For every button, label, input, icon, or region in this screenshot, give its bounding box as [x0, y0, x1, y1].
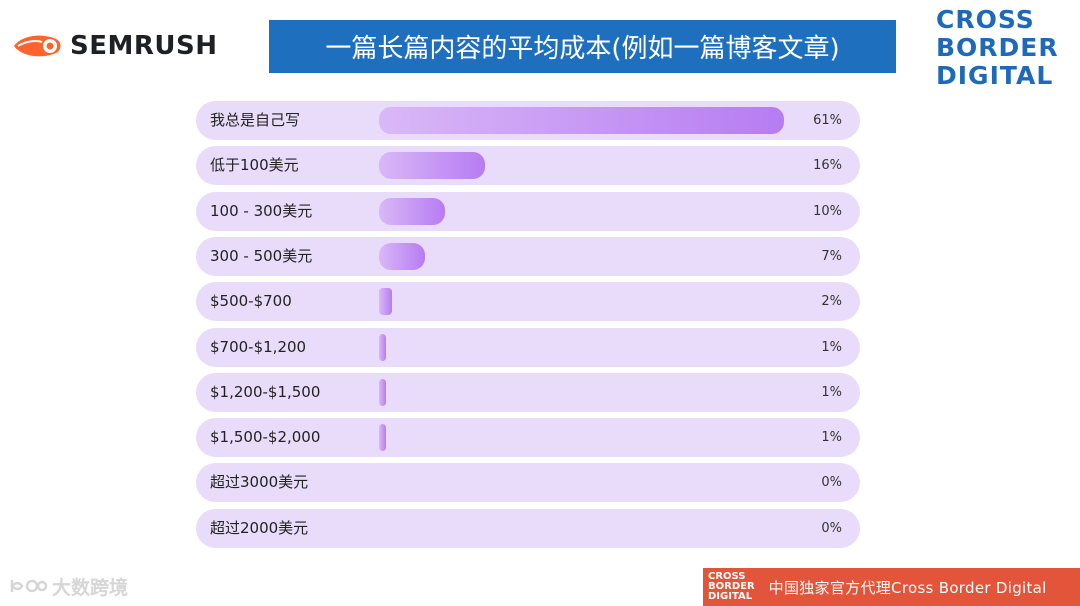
footer-logo-line-3: DIGITAL [708, 591, 753, 602]
bar-row: $1,500-$2,000 1% [196, 418, 860, 458]
value-label: 1% [821, 430, 842, 446]
bar [379, 424, 386, 452]
footer-banner: CROSS BORDER DIGITAL 中国独家官方代理Cross Borde… [703, 568, 1080, 606]
category-label: $700-$1,200 [210, 337, 307, 356]
value-label: 16% [813, 158, 842, 174]
semrush-wordmark: SEMRUSH [70, 31, 218, 61]
bar [379, 378, 386, 406]
bar-row: $700-$1,200 1% [196, 327, 860, 367]
bar-row: $1,200-$1,500 1% [196, 372, 860, 412]
cbd-logo-line-1: CROSS [936, 5, 1035, 34]
category-label: 我总是自己写 [210, 111, 301, 129]
value-label: 0% [821, 475, 842, 491]
cbd-logo-line-2: BORDER [936, 33, 1059, 62]
chart-title: 一篇长篇内容的平均成本(例如一篇博客文章) [269, 20, 896, 73]
footer-logo-line-1: CROSS [708, 571, 746, 582]
watermark-logo-icon [10, 579, 48, 593]
bar-row: $500-$700 2% [196, 282, 860, 322]
cross-border-digital-logo: CROSS BORDER DIGITAL [936, 6, 1066, 96]
footer-logo-line-2: BORDER [708, 581, 755, 592]
category-label: 超过2000美元 [210, 518, 309, 537]
bar [379, 152, 486, 180]
bar [379, 333, 386, 361]
category-label: 300 - 500美元 [210, 246, 313, 265]
category-label: $1,200-$1,500 [210, 382, 321, 401]
category-label: $500-$700 [210, 292, 292, 311]
bar-row: 300 - 500美元 7% [196, 236, 860, 276]
watermark-text: 大数跨境 [52, 576, 129, 599]
category-label: 低于100美元 [210, 156, 299, 175]
bar-chart: 我总是自己写 61% 低于100美元 16% 100 - 300美元 10% 300 - 5… [196, 101, 860, 551]
value-label: 1% [821, 339, 842, 355]
bar-row: 100 - 300美元 10% [196, 191, 860, 231]
value-label: 61% [813, 113, 842, 128]
semrush-flame-icon [14, 35, 61, 57]
bar-row: 超过2000美元 0% [196, 508, 860, 548]
category-label: 100 - 300美元 [210, 201, 313, 220]
category-label: 超过3000美元 [210, 473, 309, 492]
bar [379, 288, 393, 316]
bar-row: 低于100美元 16% [196, 146, 860, 186]
bar [379, 242, 426, 270]
bar [379, 197, 446, 225]
bar-row: 我总是自己写 61% [196, 101, 860, 140]
bar-row: 超过3000美元 0% [196, 463, 860, 503]
cbd-logo-line-3: DIGITAL [936, 61, 1054, 90]
semrush-logo: SEMRUSH [12, 28, 217, 64]
category-label: $1,500-$2,000 [210, 428, 321, 447]
bar [379, 107, 784, 134]
value-label: 7% [821, 248, 842, 264]
watermark: 大数跨境 [8, 572, 128, 600]
footer-text: 中国独家官方代理Cross Border Digital [768, 578, 1047, 597]
footer-cbd-logo: CROSS BORDER DIGITAL [708, 572, 755, 602]
value-label: 2% [821, 294, 842, 310]
value-label: 1% [821, 384, 842, 400]
value-label: 10% [813, 203, 842, 219]
value-label: 0% [821, 520, 842, 536]
